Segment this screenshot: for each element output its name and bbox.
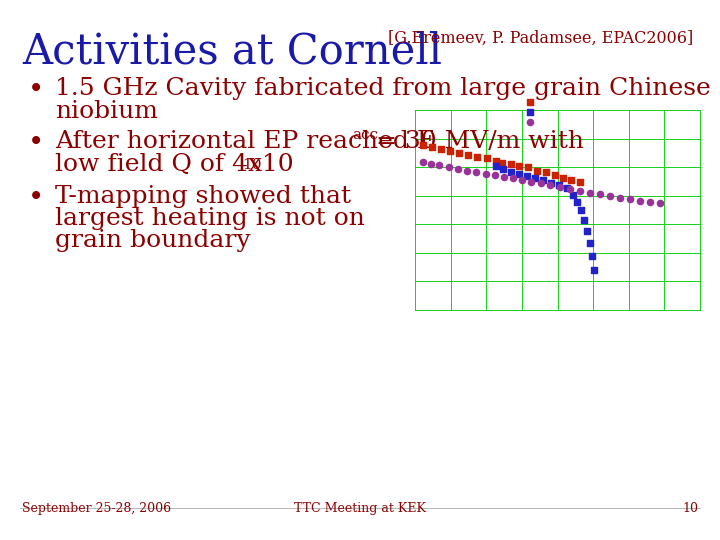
Point: [516, 176, 528, 184]
Point: [513, 161, 525, 170]
Point: [553, 181, 564, 190]
Point: [526, 178, 537, 186]
Point: [433, 161, 445, 170]
Text: •: •: [28, 185, 44, 212]
Point: [505, 168, 517, 177]
Point: [531, 167, 543, 176]
Text: low field Q of 4x10: low field Q of 4x10: [55, 153, 294, 176]
Text: Activities at Cornell: Activities at Cornell: [22, 30, 442, 72]
Point: [471, 153, 482, 161]
Point: [435, 145, 446, 153]
Point: [505, 160, 517, 168]
Point: [524, 107, 536, 116]
Point: [524, 98, 536, 106]
Text: acc: acc: [352, 128, 378, 142]
Point: [496, 159, 508, 167]
Text: 1.5 GHz Cavity fabricated from large grain Chinese: 1.5 GHz Cavity fabricated from large gra…: [55, 77, 711, 100]
Point: [654, 199, 666, 207]
Point: [578, 215, 590, 224]
Point: [581, 227, 593, 235]
Point: [567, 191, 579, 199]
Text: niobium: niobium: [55, 100, 158, 123]
Point: [545, 179, 557, 187]
Point: [513, 170, 525, 178]
Text: T-mapping showed that: T-mapping showed that: [55, 185, 351, 208]
Point: [490, 157, 502, 165]
Point: [549, 171, 561, 179]
Point: [462, 151, 474, 159]
Point: [452, 165, 464, 173]
Point: [470, 168, 482, 177]
Point: [522, 163, 534, 171]
Point: [481, 154, 492, 163]
Point: [594, 190, 606, 198]
Point: [624, 195, 636, 204]
Point: [521, 172, 533, 180]
Text: TTC Meeting at KEK: TTC Meeting at KEK: [294, 502, 426, 515]
Point: [584, 239, 595, 247]
Text: •: •: [28, 77, 44, 104]
Point: [571, 198, 582, 206]
Point: [524, 118, 536, 126]
Text: [G.Eremeev, P. Padamsee, EPAC2006]: [G.Eremeev, P. Padamsee, EPAC2006]: [388, 30, 693, 47]
Point: [498, 165, 509, 173]
Point: [418, 141, 429, 150]
Point: [584, 188, 595, 197]
Point: [444, 163, 455, 171]
Point: [564, 185, 576, 193]
Point: [490, 171, 501, 179]
Text: September 25-28, 2006: September 25-28, 2006: [22, 502, 171, 515]
Point: [507, 174, 518, 183]
Point: [529, 174, 541, 183]
Point: [462, 167, 473, 176]
Point: [554, 183, 566, 191]
Text: = 30 MV/m with: = 30 MV/m with: [376, 130, 584, 153]
Point: [562, 184, 573, 192]
Text: •: •: [28, 130, 44, 157]
Point: [544, 181, 556, 190]
Point: [575, 178, 586, 186]
Point: [537, 176, 549, 184]
Text: 10: 10: [242, 158, 261, 172]
Text: largest heating is not on: largest heating is not on: [55, 207, 365, 230]
Point: [444, 147, 456, 156]
Point: [540, 168, 552, 177]
Point: [565, 176, 577, 184]
Point: [644, 198, 656, 206]
Text: After horizontal EP reached E: After horizontal EP reached E: [55, 130, 435, 153]
Point: [588, 266, 600, 274]
Point: [498, 173, 510, 181]
Text: 10: 10: [682, 502, 698, 515]
Point: [426, 160, 437, 168]
Point: [418, 158, 429, 166]
Point: [575, 206, 587, 214]
Point: [454, 148, 465, 157]
Point: [614, 194, 626, 202]
Point: [557, 174, 569, 183]
Text: grain boundary: grain boundary: [55, 229, 251, 252]
Point: [426, 143, 438, 151]
Point: [586, 252, 598, 260]
Point: [604, 192, 616, 200]
Point: [535, 179, 546, 187]
Point: [634, 197, 646, 205]
Point: [575, 187, 586, 195]
Point: [490, 161, 502, 170]
Point: [480, 170, 492, 178]
